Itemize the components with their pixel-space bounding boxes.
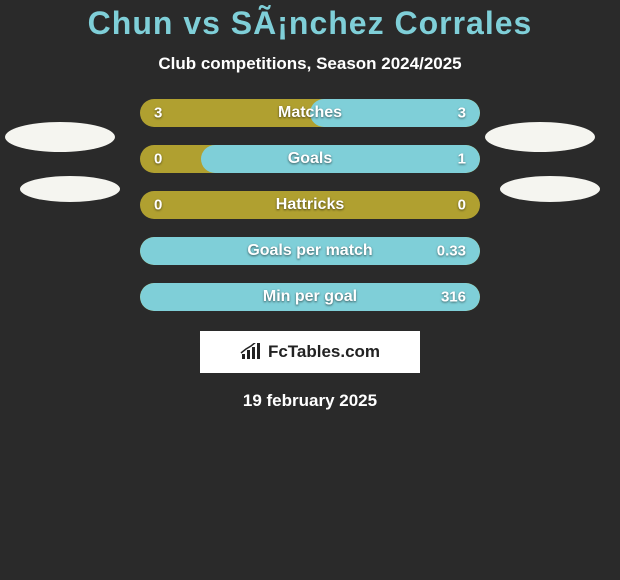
- stat-right-value: 3: [458, 105, 466, 122]
- stat-bar: 316 Min per goal: [140, 283, 480, 311]
- logo: FcTables.com: [240, 342, 380, 362]
- stat-row: 0.33 Goals per match: [0, 237, 620, 265]
- stat-left-value: 3: [154, 105, 162, 122]
- stat-label: Goals: [288, 150, 332, 168]
- player-avatar-left: [5, 122, 115, 152]
- stat-right-value: 1: [458, 151, 466, 168]
- stat-bar: 0 0 Hattricks: [140, 191, 480, 219]
- logo-text: FcTables.com: [268, 342, 380, 362]
- stat-bar: 0 1 Goals: [140, 145, 480, 173]
- stat-bar: 3 3 Matches: [140, 99, 480, 127]
- page-title: Chun vs SÃ¡nchez Corrales: [0, 5, 620, 42]
- comparison-infographic: Chun vs SÃ¡nchez Corrales Club competiti…: [0, 0, 620, 411]
- chart-icon: [240, 343, 262, 361]
- player-avatar-left: [20, 176, 120, 202]
- stat-row: 316 Min per goal: [0, 283, 620, 311]
- stat-label: Matches: [278, 104, 342, 122]
- stat-right-value: 316: [441, 289, 466, 306]
- stat-right-value: 0: [458, 197, 466, 214]
- stat-bar: 0.33 Goals per match: [140, 237, 480, 265]
- stat-left-value: 0: [154, 151, 162, 168]
- logo-box: FcTables.com: [200, 331, 420, 373]
- date: 19 february 2025: [0, 391, 620, 411]
- player-avatar-right: [485, 122, 595, 152]
- stat-right-value: 0.33: [437, 243, 466, 260]
- stat-left-value: 0: [154, 197, 162, 214]
- stat-bar-fill: [201, 145, 480, 173]
- stat-label: Hattricks: [276, 196, 344, 214]
- stat-label: Min per goal: [263, 288, 357, 306]
- subtitle: Club competitions, Season 2024/2025: [0, 54, 620, 74]
- stat-label: Goals per match: [247, 242, 372, 260]
- player-avatar-right: [500, 176, 600, 202]
